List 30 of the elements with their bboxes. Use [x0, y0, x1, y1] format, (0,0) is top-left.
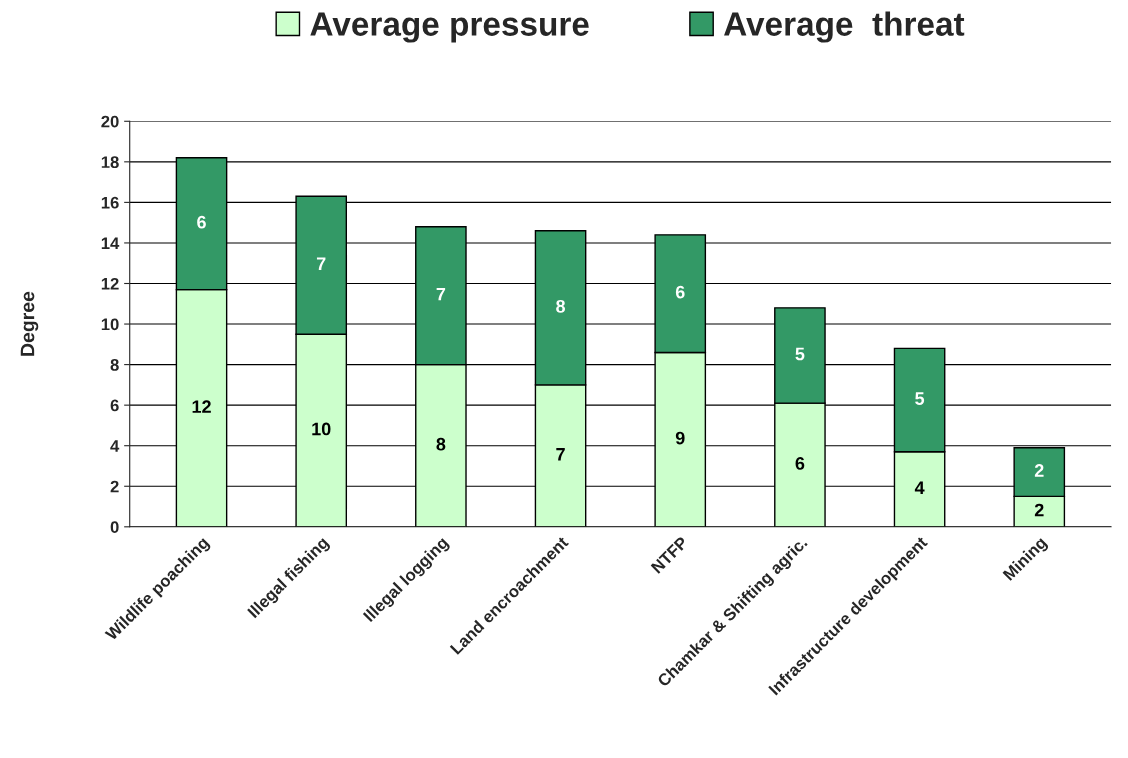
y-tick-label: 0	[110, 521, 119, 534]
y-tick-label: 20	[101, 115, 119, 128]
data-label: 5	[915, 392, 925, 405]
y-tick-label: 18	[101, 156, 119, 169]
data-label: 6	[795, 457, 805, 470]
data-label: 8	[436, 437, 446, 451]
data-label: 6	[675, 285, 685, 299]
data-label: 4	[914, 481, 925, 494]
data-label: 6	[197, 215, 206, 229]
y-tick-label: 16	[101, 196, 119, 209]
data-label: 7	[316, 257, 326, 270]
y-tick-label: 10	[101, 318, 119, 331]
data-label: 2	[1034, 464, 1044, 477]
legend-label: Average threat	[724, 11, 965, 43]
y-tick-label: 8	[110, 359, 119, 371]
y-tick-label: 12	[101, 277, 119, 290]
y-tick-label: 14	[101, 237, 120, 249]
legend-label: Average pressure	[310, 12, 589, 43]
data-label: 5	[795, 347, 805, 361]
y-tick-label: 4	[110, 440, 120, 452]
data-label: 8	[556, 299, 566, 313]
data-label: 2	[1034, 503, 1044, 517]
y-tick-label: 2	[110, 480, 119, 493]
y-axis-title: Degree	[20, 291, 39, 356]
data-label: 12	[192, 400, 211, 413]
data-label: 10	[312, 422, 331, 436]
data-label: 7	[556, 448, 565, 461]
y-tick-label: 6	[110, 399, 119, 412]
data-label: 9	[675, 431, 685, 445]
data-label: 7	[436, 287, 446, 301]
